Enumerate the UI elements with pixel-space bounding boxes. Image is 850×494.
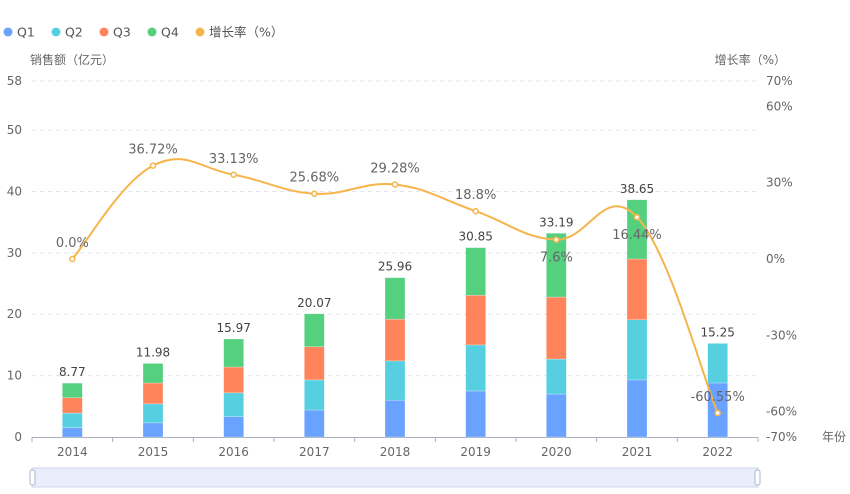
- growth-point-2018[interactable]: [391, 181, 399, 188]
- y-tick-right: -70%: [766, 430, 797, 444]
- bar-total-label: 38.65: [620, 182, 654, 196]
- growth-point-2015[interactable]: [149, 162, 157, 169]
- bar-Q4-2019[interactable]: [465, 247, 486, 296]
- y-tick-left: 40: [7, 184, 22, 198]
- bar-total-label: 20.07: [297, 296, 331, 310]
- x-axis-title: 年份: [822, 430, 846, 444]
- bar-Q4-2016[interactable]: [223, 338, 244, 368]
- growth-point-2019[interactable]: [472, 207, 479, 215]
- bar-Q1-2014[interactable]: [62, 427, 83, 438]
- legend-label: 增长率（%）: [209, 25, 283, 40]
- y-tick-left: 50: [7, 123, 22, 137]
- y-tick-left: 58: [7, 74, 22, 88]
- growth-point-2020[interactable]: [553, 236, 560, 243]
- y-tick-left: 30: [7, 246, 22, 260]
- x-tick-label: 2018: [380, 445, 411, 459]
- bar-Q2-2016[interactable]: [223, 392, 244, 417]
- bar-Q2-2020[interactable]: [546, 358, 567, 395]
- bar-total-label: 30.85: [458, 230, 492, 244]
- bar-Q3-2017[interactable]: [304, 346, 325, 381]
- growth-label: 29.28%: [370, 162, 420, 177]
- y-tick-right: 60%: [766, 99, 793, 113]
- growth-label: 36.72%: [128, 143, 178, 158]
- bar-Q2-2015[interactable]: [142, 403, 164, 424]
- y-tick-right: 30%: [766, 176, 793, 190]
- legend-label: Q3: [113, 25, 131, 40]
- bar-Q1-2016[interactable]: [223, 416, 244, 438]
- bar-total-label: 8.77: [59, 365, 86, 379]
- legend-label: Q1: [17, 25, 35, 40]
- y-tick-left: 0: [14, 430, 22, 444]
- bar-total-label: 33.19: [539, 215, 573, 229]
- bar-Q1-2019[interactable]: [465, 390, 486, 438]
- x-tick-label: 2014: [57, 445, 88, 459]
- bar-Q3-2020[interactable]: [546, 296, 567, 360]
- growth-point-2016[interactable]: [230, 171, 237, 179]
- bar-Q4-2014[interactable]: [62, 382, 83, 398]
- x-tick-label: 2017: [299, 445, 330, 459]
- bar-Q1-2017[interactable]: [304, 409, 325, 438]
- bar-Q3-2016[interactable]: [223, 366, 244, 394]
- growth-point-2017[interactable]: [311, 190, 318, 197]
- growth-label: 16.44%: [612, 228, 662, 243]
- growth-point-2022[interactable]: [714, 409, 721, 417]
- y-tick-left: 10: [7, 369, 22, 383]
- y-tick-right: -60%: [766, 405, 797, 419]
- growth-point-2014[interactable]: [69, 255, 76, 263]
- bar-Q2-2021[interactable]: [626, 319, 648, 381]
- x-tick-label: 2015: [138, 445, 169, 459]
- bar-total-label: 11.98: [136, 345, 170, 359]
- legend-marker-增长率（%）[interactable]: [195, 27, 205, 37]
- y-tick-left: 20: [7, 307, 22, 321]
- bar-Q4-2015[interactable]: [142, 363, 164, 384]
- x-tick-label: 2016: [218, 445, 249, 459]
- legend-marker-Q2[interactable]: [51, 27, 61, 37]
- data-zoom-handle-left[interactable]: [29, 469, 36, 486]
- bar-Q2-2017[interactable]: [304, 379, 325, 411]
- x-tick-label: 2022: [702, 445, 733, 459]
- growth-label: 18.8%: [455, 188, 496, 203]
- y-tick-right: -30%: [766, 328, 797, 342]
- bar-total-label: 15.97: [216, 321, 250, 335]
- data-zoom-slider[interactable]: [31, 467, 759, 488]
- bar-Q2-2018[interactable]: [384, 360, 406, 401]
- bar-Q1-2018[interactable]: [384, 399, 406, 438]
- x-tick-label: 2019: [460, 445, 491, 459]
- x-tick-label: 2021: [622, 445, 653, 459]
- data-zoom-handle-right[interactable]: [754, 469, 761, 486]
- bar-Q2-2014[interactable]: [62, 412, 83, 429]
- legend-marker-Q4[interactable]: [147, 27, 157, 37]
- legend-label: Q2: [65, 25, 83, 40]
- bar-Q1-2015[interactable]: [142, 422, 164, 438]
- legend-label: Q4: [161, 25, 179, 40]
- y-axis-left-title: 销售额（亿元）: [30, 52, 114, 67]
- growth-label: 0.0%: [56, 236, 89, 251]
- bar-Q3-2019[interactable]: [465, 294, 486, 346]
- bar-total-label: 15.25: [700, 325, 734, 339]
- y-tick-right: 0%: [766, 252, 785, 266]
- growth-label: 33.13%: [209, 152, 259, 167]
- bar-Q2-2022[interactable]: [707, 343, 728, 384]
- bar-Q2-2019[interactable]: [465, 344, 486, 392]
- bar-Q3-2015[interactable]: [142, 382, 164, 405]
- bar-Q3-2018[interactable]: [384, 318, 406, 362]
- legend-marker-Q1[interactable]: [3, 27, 13, 37]
- bar-Q4-2018[interactable]: [384, 277, 406, 320]
- y-tick-right: 70%: [766, 74, 793, 88]
- growth-label: 7.6%: [540, 251, 573, 266]
- bar-Q1-2021[interactable]: [626, 379, 648, 438]
- bar-total-label: 25.96: [378, 260, 412, 274]
- legend-marker-Q3[interactable]: [99, 27, 109, 37]
- growth-label: -60.55%: [691, 390, 745, 405]
- growth-label: 25.68%: [290, 171, 340, 186]
- growth-point-2021[interactable]: [633, 213, 641, 221]
- bar-Q1-2020[interactable]: [546, 393, 567, 438]
- y-axis-right-title: 增长率（%）: [715, 52, 786, 67]
- bar-Q3-2014[interactable]: [62, 397, 83, 414]
- bar-Q4-2017[interactable]: [304, 313, 325, 348]
- bar-Q4-2020[interactable]: [546, 233, 567, 298]
- bar-Q3-2021[interactable]: [626, 258, 648, 321]
- x-tick-label: 2020: [541, 445, 572, 459]
